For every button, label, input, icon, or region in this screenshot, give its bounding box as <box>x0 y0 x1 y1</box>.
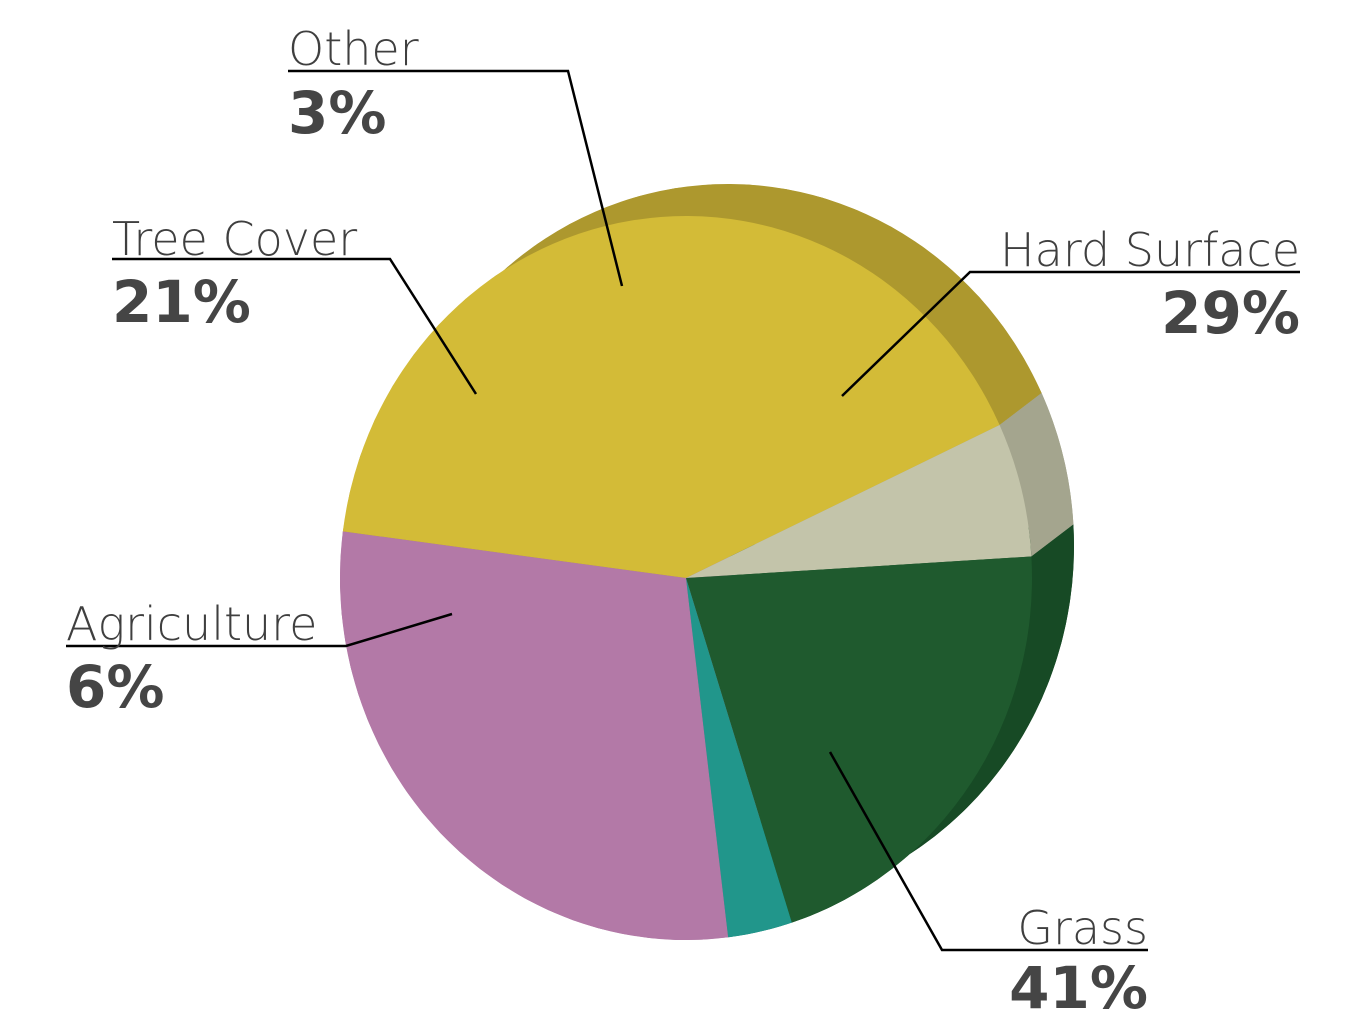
slice-label-tree-cover: Tree Cover <box>112 212 357 266</box>
leader-lines <box>66 69 1300 952</box>
slice-value-agriculture: 6% <box>66 653 164 721</box>
pie-slice-rim-agriculture <box>999 393 1074 557</box>
pie-slice-grass <box>342 216 1000 578</box>
leader-line-agriculture <box>66 612 453 648</box>
pie-slice-hard-surface <box>339 531 729 940</box>
leader-line-hard-surface <box>841 270 1300 397</box>
slice-labels: Other 3% Tree Cover 21% Hard Surface 29%… <box>66 22 1300 1022</box>
slice-value-hard-surface: 29% <box>1161 279 1300 347</box>
slice-label-hard-surface: Hard Surface <box>1000 223 1300 277</box>
leader-line-grass <box>828 751 1148 952</box>
leader-line-tree-cover <box>112 257 478 395</box>
pie-slice-tree-cover <box>686 556 1032 923</box>
pie-slice-other <box>686 578 792 938</box>
slice-label-grass: Grass <box>1017 901 1148 955</box>
slice-value-grass: 41% <box>1009 954 1148 1022</box>
slice-value-tree-cover: 21% <box>112 268 251 336</box>
leader-line-other <box>288 69 624 287</box>
slice-value-other: 3% <box>288 79 386 147</box>
pie-top-faces <box>339 216 1032 940</box>
pie-slice-rim-tree-cover <box>791 524 1074 923</box>
pie-slice-agriculture <box>686 425 1032 578</box>
slice-label-agriculture: Agriculture <box>66 597 317 651</box>
slice-label-other: Other <box>288 22 419 76</box>
